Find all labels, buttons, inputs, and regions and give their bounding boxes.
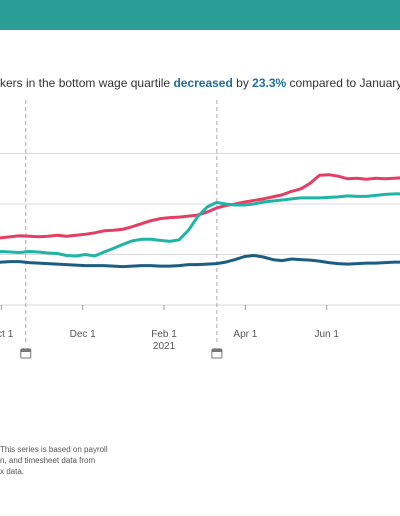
series-line-bottom-quartile: [0, 254, 400, 269]
x-tick-label: Jun 1: [314, 329, 339, 340]
footnote-line: n, and timesheet data from: [0, 456, 96, 465]
subtitle-suffix: compared to January 2020: [289, 76, 400, 90]
footnote-line: x data.: [0, 467, 25, 476]
footnote-line: This series is based on payroll: [0, 445, 108, 454]
x-tick-label: Apr 1: [233, 329, 257, 340]
x-tick-label: Oct 1: [0, 329, 14, 340]
chart-subtitle: kers in the bottom wage quartile decreas…: [0, 75, 400, 91]
subtitle-direction: decreased: [173, 76, 233, 90]
x-tick-label: Feb 1: [151, 329, 177, 340]
x-tick-label: Dec 1: [70, 329, 97, 340]
x-tick-year-label: 2021: [153, 341, 176, 352]
subtitle-prefix: kers in the bottom wage quartile: [0, 76, 174, 90]
subtitle-value: 23.3%: [252, 76, 287, 90]
calendar-icon[interactable]: [20, 348, 32, 359]
calendar-icon[interactable]: [211, 348, 223, 359]
series-line-top-quartile: [0, 173, 400, 240]
series-line-middle-quartile: [0, 192, 400, 258]
subtitle-middle: by: [232, 76, 253, 90]
header-bar: [0, 0, 400, 30]
footnote: This series is based on payroll n, and t…: [0, 444, 108, 477]
